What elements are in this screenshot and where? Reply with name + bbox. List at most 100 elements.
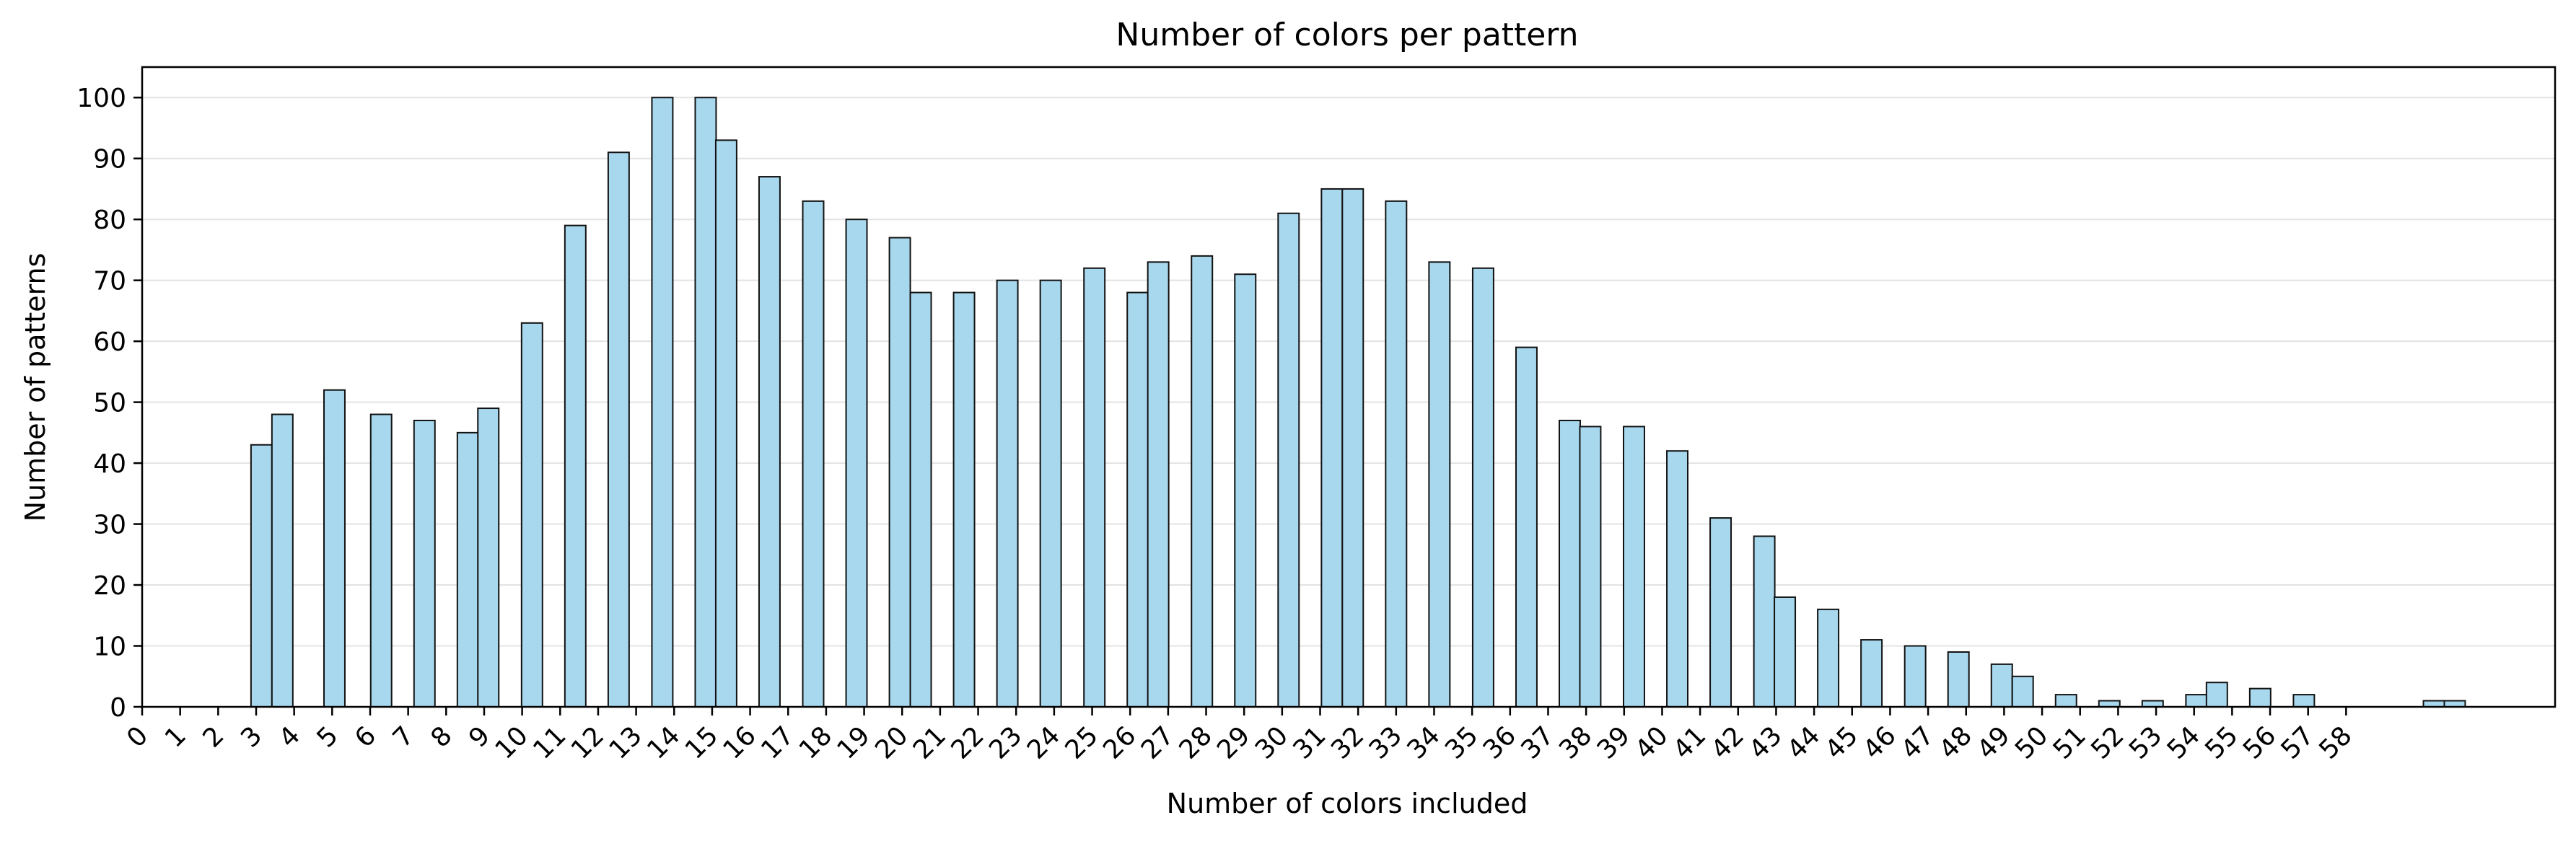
bar	[1471, 267, 1494, 708]
y-axis-label: Number of patterns	[19, 253, 51, 522]
x-tick-label: 31	[1287, 721, 1331, 765]
x-tick-label: 26	[1098, 721, 1142, 765]
bar	[323, 389, 346, 708]
x-tick-label: 29	[1212, 721, 1256, 765]
bar	[2292, 694, 2316, 708]
x-tick-label: 46	[1857, 721, 1901, 765]
bar	[1039, 279, 1062, 708]
bar	[2422, 700, 2445, 708]
y-tick-label: 90	[93, 145, 126, 175]
bar	[1515, 346, 1538, 708]
x-tick-label: 11	[527, 721, 571, 765]
bar	[1817, 608, 1840, 708]
x-axis-ticks: 0 1 2 3 4 5 6 7 8 9101112131415161718192021222324…	[121, 707, 2358, 765]
x-tick-label: 3	[235, 721, 268, 753]
x-tick-label: 17	[755, 721, 799, 765]
y-tick-label: 100	[76, 84, 126, 113]
x-tick-label: 20	[869, 721, 914, 765]
x-tick-label: 14	[641, 721, 685, 765]
plot-frame	[141, 66, 2557, 708]
x-tick-label: 34	[1401, 721, 1445, 765]
bar	[845, 219, 868, 708]
y-tick-label: 40	[93, 449, 126, 479]
bar	[802, 200, 825, 708]
x-tick-label: 49	[1971, 721, 2015, 765]
x-tick-label: 43	[1743, 721, 1787, 765]
x-tick-label: 9	[463, 721, 496, 753]
x-tick-label: 7	[387, 721, 420, 753]
bar	[1579, 426, 1602, 708]
y-tick-label: 10	[93, 633, 126, 662]
x-tick-label: 33	[1364, 721, 1408, 765]
bar	[456, 431, 479, 708]
bar	[1947, 651, 1970, 708]
x-tick-label: 18	[794, 721, 838, 765]
x-tick-label: 21	[908, 721, 952, 765]
y-tick-label: 20	[93, 571, 126, 601]
x-tick-label: 6	[349, 721, 382, 753]
bar	[1083, 267, 1106, 708]
x-tick-label: 24	[1022, 721, 1066, 765]
x-tick-label: 52	[2085, 721, 2129, 765]
x-tick-label: 38	[1554, 721, 1598, 765]
bar	[2098, 700, 2121, 708]
x-tick-label: 35	[1440, 721, 1484, 765]
x-tick-label: 47	[1896, 721, 1940, 765]
bar	[1753, 535, 1776, 708]
y-axis-ticks: 0 10 20 30 40 50 60 70 80 90 100	[76, 84, 142, 723]
bar	[250, 444, 273, 708]
bar	[651, 97, 674, 708]
bar	[694, 97, 717, 708]
bar	[607, 151, 630, 708]
x-tick-label: 32	[1326, 721, 1370, 765]
x-tick-label: 15	[680, 721, 724, 765]
bar	[1320, 188, 1344, 708]
x-tick-label: 19	[832, 721, 876, 765]
bar	[2248, 687, 2271, 708]
bar	[2054, 694, 2077, 708]
bar	[2443, 700, 2466, 708]
x-tick-label: 42	[1706, 721, 1750, 765]
x-tick-label: 8	[425, 721, 457, 753]
x-tick-label: 58	[2313, 721, 2357, 765]
x-tick-label: 16	[718, 721, 762, 765]
x-tick-label: 50	[2010, 721, 2054, 765]
x-tick-label: 54	[2162, 721, 2206, 765]
bar	[2141, 700, 2164, 708]
bar	[1234, 273, 1257, 708]
bar	[271, 413, 294, 708]
y-tick-label: 30	[93, 511, 126, 540]
x-tick-label: 56	[2238, 721, 2282, 765]
bar	[413, 419, 436, 708]
x-tick-label: 12	[566, 721, 610, 765]
x-tick-label: 23	[983, 721, 1028, 765]
x-tick-label: 48	[1934, 721, 1978, 765]
x-tick-label: 2	[197, 721, 229, 753]
bar	[2011, 675, 2034, 708]
y-tick-label: 50	[93, 389, 126, 418]
bar	[564, 224, 587, 708]
x-tick-label: 13	[604, 721, 648, 765]
x-tick-label: 41	[1668, 721, 1712, 765]
x-tick-label: 10	[490, 721, 534, 765]
x-tick-label: 27	[1136, 721, 1180, 765]
x-tick-label: 45	[1820, 721, 1864, 765]
bar	[758, 176, 781, 708]
bar	[1623, 426, 1645, 708]
x-tick-label: 39	[1592, 721, 1636, 765]
x-tick-label: 1	[159, 721, 192, 753]
x-tick-label: 37	[1515, 721, 1559, 765]
x-tick-label: 51	[2048, 721, 2092, 765]
bar	[2185, 694, 2208, 708]
bar	[369, 413, 393, 708]
x-tick-label: 28	[1173, 721, 1217, 765]
bar	[1126, 291, 1149, 708]
x-tick-label: 44	[1782, 721, 1826, 765]
y-tick-label: 0	[110, 693, 126, 723]
bar	[1860, 639, 1883, 708]
bar	[1774, 596, 1797, 708]
bar	[477, 408, 500, 708]
x-tick-label: 22	[946, 721, 990, 765]
y-tick-label: 80	[93, 206, 126, 235]
x-tick-label: 25	[1060, 721, 1104, 765]
